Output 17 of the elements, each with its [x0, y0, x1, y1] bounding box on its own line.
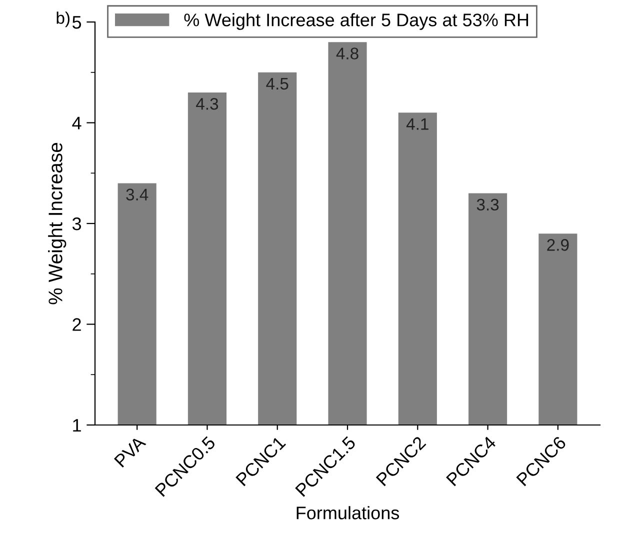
y-tick-label: 2: [72, 318, 81, 331]
y-tick-label: 5: [72, 16, 82, 29]
data-label: 4.1: [406, 118, 428, 130]
legend-label: % Weight Increase after 5 Days at 53% RH: [184, 13, 528, 30]
data-label: 3.3: [476, 198, 499, 211]
data-label: 4.8: [336, 48, 358, 60]
y-axis-title: % Weight Increase: [48, 142, 66, 304]
x-axis-title: Formulations: [296, 506, 400, 520]
data-label: 2.9: [547, 239, 569, 251]
y-tick-label: 1: [73, 419, 81, 432]
data-label: 3.4: [126, 188, 148, 200]
x-tick-label: PVA: [114, 435, 146, 468]
text: b): [56, 12, 70, 28]
y-tick-label: 4: [72, 116, 82, 130]
data-label: 4.5: [266, 78, 288, 90]
y-tick-label: 3: [72, 217, 82, 230]
data-label: 4.3: [196, 98, 218, 110]
